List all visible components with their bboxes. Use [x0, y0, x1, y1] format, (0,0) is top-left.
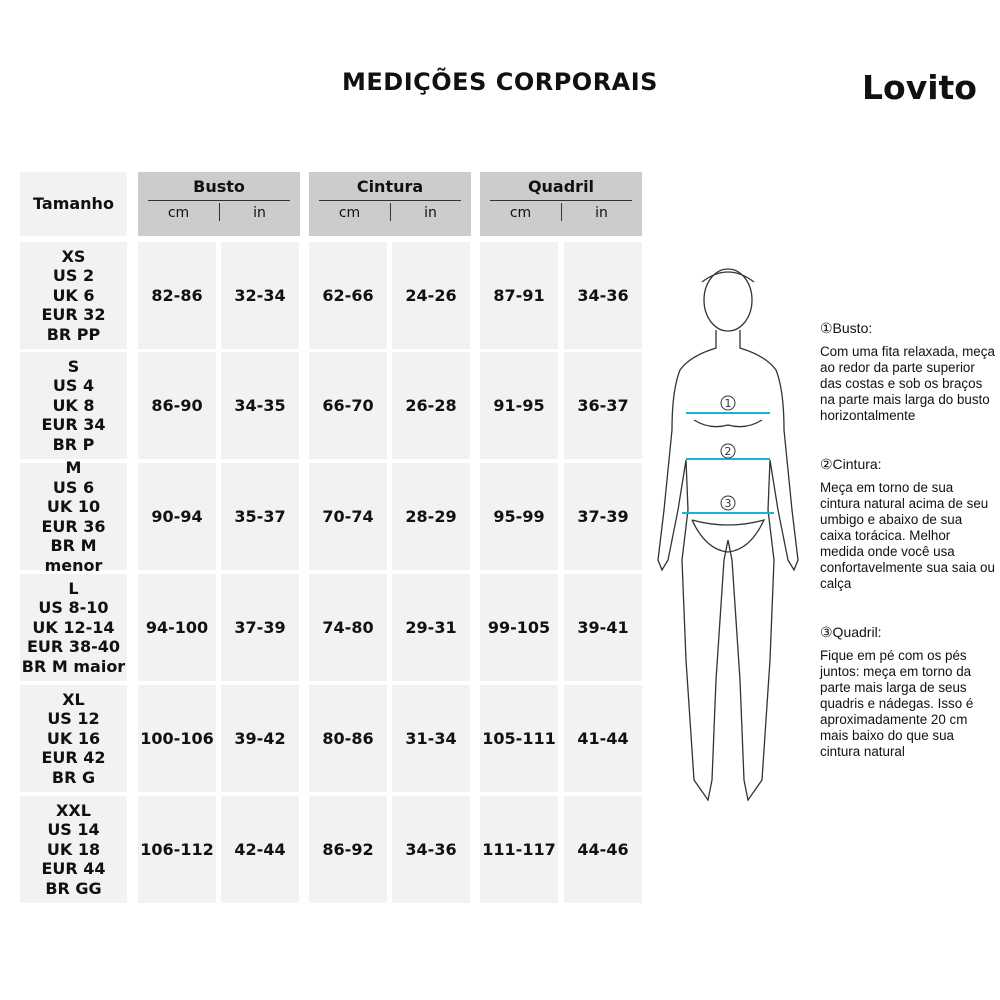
value-cell: 70-74	[309, 463, 387, 570]
divider	[148, 200, 290, 201]
value-cell: 62-66	[309, 242, 387, 349]
value-cell: 74-80	[309, 574, 387, 681]
size-cell: M US 6 UK 10 EUR 36 BR M menor	[20, 458, 127, 575]
divider	[319, 200, 461, 201]
note-text: Meça em torno de sua cintura natural aci…	[820, 480, 995, 591]
value-cell: 80-86	[309, 685, 387, 792]
size-cell: XL US 12 UK 16 EUR 42 BR G	[20, 685, 127, 792]
value-cell: 99-105	[480, 574, 558, 681]
divider	[561, 203, 562, 221]
value-cell: 41-44	[564, 685, 642, 792]
value-cell: 105-111	[480, 685, 558, 792]
note-text: Fique em pé com os pés juntos: meça em t…	[820, 648, 974, 759]
value-cell: 86-90	[138, 352, 216, 459]
value-cell: 34-36	[564, 242, 642, 349]
value-cell: 90-94	[138, 463, 216, 570]
value-cell: 24-26	[392, 242, 470, 349]
header-group-quadril: Quadril cm in	[480, 172, 642, 236]
size-cell: XS US 2 UK 6 EUR 32 BR PP	[20, 242, 127, 349]
value-cell: 29-31	[392, 574, 470, 681]
value-cell: 37-39	[564, 463, 642, 570]
marker-1: 1	[725, 397, 732, 410]
value-cell: 44-46	[564, 796, 642, 903]
note-heading: ③Quadril:	[820, 624, 882, 640]
note-waist: ②Cintura: Meça em torno de sua cintura na…	[820, 456, 995, 592]
note-text: Com uma fita relaxada, meça ao redor da …	[820, 344, 995, 423]
value-cell: 95-99	[480, 463, 558, 570]
brand-logo: Lovito	[862, 68, 977, 107]
value-cell: 26-28	[392, 352, 470, 459]
value-cell: 100-106	[138, 685, 216, 792]
value-cell: 32-34	[221, 242, 299, 349]
group-label: Quadril	[527, 177, 595, 196]
divider	[219, 203, 220, 221]
divider	[490, 200, 632, 201]
size-cell: S US 4 UK 8 EUR 34 BR P	[20, 352, 127, 459]
group-label: Cintura	[356, 177, 424, 196]
body-figure: 1 2 3	[657, 268, 799, 802]
value-cell: 34-36	[392, 796, 470, 903]
value-cell: 35-37	[221, 463, 299, 570]
value-cell: 86-92	[309, 796, 387, 903]
marker-3: 3	[725, 497, 732, 510]
size-cell: L US 8-10 UK 12-14 EUR 38-40 BR M maior	[20, 574, 127, 681]
value-cell: 82-86	[138, 242, 216, 349]
value-cell: 39-41	[564, 574, 642, 681]
unit-in: in	[424, 205, 437, 221]
note-hip: ③Quadril: Fique em pé com os pés juntos: …	[820, 624, 995, 760]
value-cell: 87-91	[480, 242, 558, 349]
unit-cm: cm	[509, 205, 532, 221]
header-group-cintura: Cintura cm in	[309, 172, 471, 236]
value-cell: 66-70	[309, 352, 387, 459]
value-cell: 42-44	[221, 796, 299, 903]
value-cell: 94-100	[138, 574, 216, 681]
value-cell: 28-29	[392, 463, 470, 570]
value-cell: 34-35	[221, 352, 299, 459]
marker-2: 2	[725, 445, 732, 458]
unit-cm: cm	[167, 205, 190, 221]
unit-in: in	[595, 205, 608, 221]
value-cell: 36-37	[564, 352, 642, 459]
head	[703, 268, 753, 332]
size-cell: XXL US 14 UK 18 EUR 44 BR GG	[20, 796, 127, 903]
header-group-busto: Busto cm in	[138, 172, 300, 236]
note-bust: ①Busto: Com uma fita relaxada, meça ao re…	[820, 320, 995, 424]
note-heading: ②Cintura:	[820, 456, 882, 472]
page-title: MEDIÇÕES CORPORAIS	[342, 68, 658, 96]
value-cell: 39-42	[221, 685, 299, 792]
header-size: Tamanho	[20, 172, 127, 236]
note-heading: ①Busto:	[820, 320, 873, 336]
value-cell: 91-95	[480, 352, 558, 459]
unit-cm: cm	[338, 205, 361, 221]
value-cell: 31-34	[392, 685, 470, 792]
value-cell: 111-117	[480, 796, 558, 903]
group-label: Busto	[193, 177, 245, 196]
tape-lines	[682, 412, 774, 514]
unit-in: in	[253, 205, 266, 221]
divider	[390, 203, 391, 221]
value-cell: 37-39	[221, 574, 299, 681]
value-cell: 106-112	[138, 796, 216, 903]
